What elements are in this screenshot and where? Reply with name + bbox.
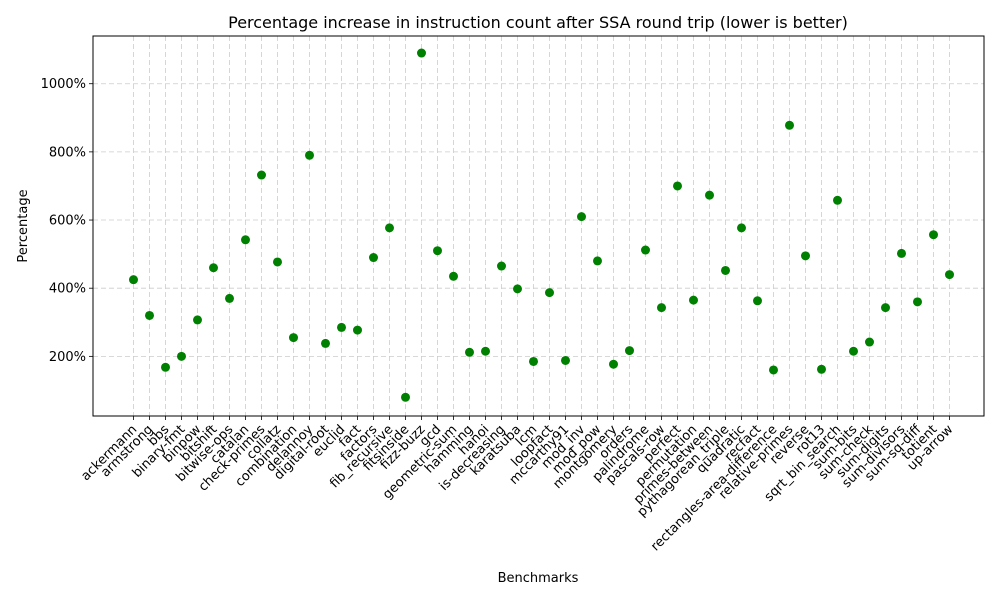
data-point [385,223,394,233]
data-point [337,322,346,332]
y-tick-label: 400% [49,282,86,297]
data-point [177,351,186,361]
data-point [273,257,282,267]
data-points [129,48,954,402]
x-axis: ackermannarmstrongbbsbinary-fmtbinpowbit… [79,416,957,554]
plot-frame [92,35,985,417]
data-point [497,261,506,271]
data-point [609,359,618,369]
data-point [673,181,682,191]
data-point [161,362,170,372]
data-point [625,346,634,356]
y-tick-label: 200% [49,350,86,365]
data-point [225,293,234,303]
data-point [881,303,890,313]
data-point [305,150,314,160]
data-point [737,223,746,233]
data-point [529,356,538,366]
data-point [321,338,330,348]
data-point [769,365,778,375]
data-point [209,263,218,273]
data-point [465,347,474,357]
data-point [129,275,138,285]
data-point [289,333,298,343]
data-point [641,245,650,255]
data-point [241,235,250,245]
data-point [257,170,266,180]
data-point [369,253,378,263]
data-point [689,295,698,305]
data-point [145,310,154,320]
x-axis-label: Benchmarks [498,571,579,586]
data-point [929,230,938,240]
data-point [817,364,826,374]
data-point [417,48,426,58]
data-point [401,392,410,402]
data-point [801,251,810,261]
data-point [705,190,714,200]
data-point [193,315,202,325]
data-point [545,288,554,298]
data-point [433,246,442,256]
y-axis: 200% 400% 600% 800% 1000% [41,77,93,365]
y-tick-label: 800% [49,145,86,160]
data-point [753,296,762,306]
data-point [913,297,922,307]
data-point [721,265,730,275]
y-tick-label: 1000% [41,77,86,92]
data-point [513,284,522,294]
data-point [865,337,874,347]
data-point [561,355,570,365]
data-point [945,270,954,280]
data-point [481,346,490,356]
data-point [593,256,602,266]
data-point [657,303,666,313]
data-point [577,212,586,222]
y-tick-label: 600% [49,214,86,229]
data-point [353,325,362,335]
chart-title: Percentage increase in instruction count… [228,13,848,32]
data-point [449,271,458,281]
data-point [849,346,858,356]
grid [93,36,984,416]
data-point [833,195,842,205]
data-point [897,248,906,258]
y-axis-label: Percentage [16,189,31,262]
data-point [785,120,794,130]
